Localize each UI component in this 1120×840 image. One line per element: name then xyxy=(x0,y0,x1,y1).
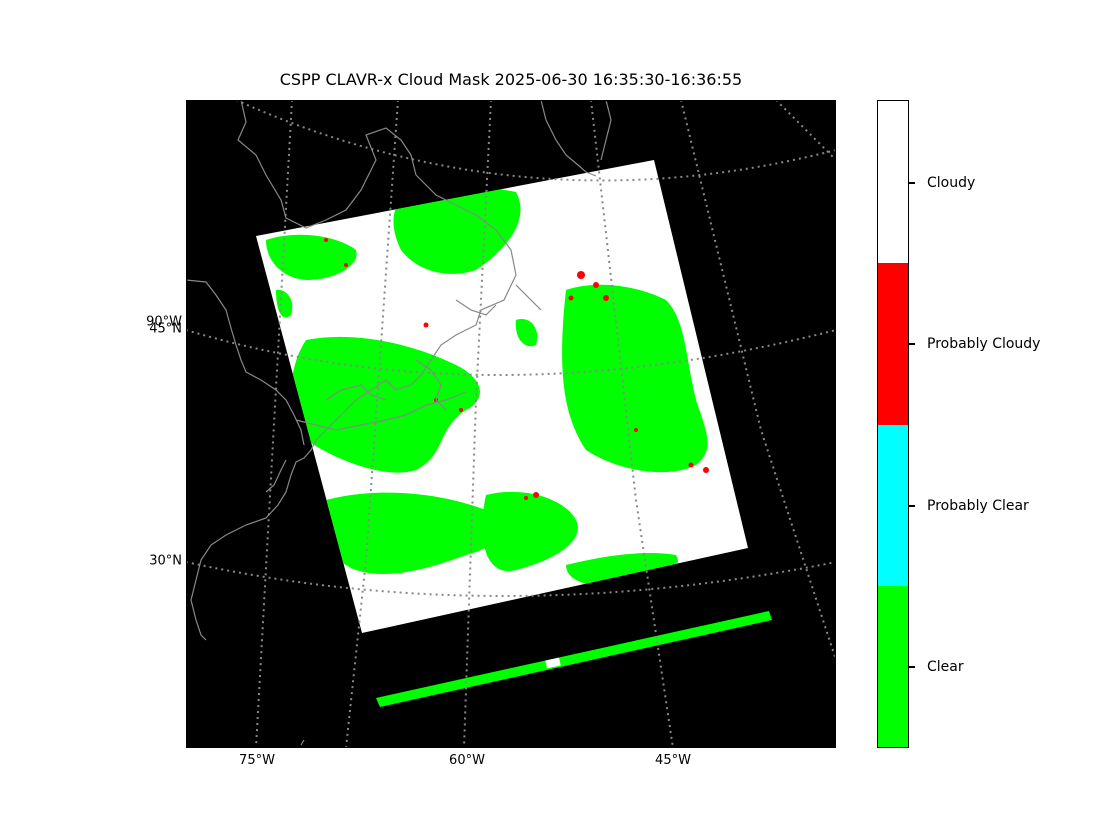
map-canvas xyxy=(186,100,836,748)
colorbar-label-cloudy: Cloudy xyxy=(927,175,976,191)
graticule xyxy=(186,100,836,748)
lon-tick-label: 45°W xyxy=(655,753,691,768)
probably-cloudy-specks xyxy=(314,238,709,500)
colorbar-tick xyxy=(909,666,915,668)
colorbar-label-probably-cloudy: Probably Cloudy xyxy=(927,336,1041,352)
map-border xyxy=(186,100,836,748)
lon-tick-label: 75°W xyxy=(239,753,275,768)
lat-tick-label: 45°N xyxy=(149,321,182,337)
coastlines xyxy=(186,100,612,746)
secondary-swath xyxy=(376,611,772,707)
colorbar-label-clear: Clear xyxy=(927,659,964,675)
colorbar-tick xyxy=(909,182,915,184)
colorbar-segment-probably-cloudy xyxy=(878,263,908,425)
lon-tick-label: 60°W xyxy=(449,753,485,768)
colorbar-segment-clear xyxy=(878,586,908,747)
colorbar-label-probably-clear: Probably Clear xyxy=(927,498,1029,514)
plot-title: CSPP CLAVR-x Cloud Mask 2025-06-30 16:35… xyxy=(279,70,743,89)
lat-tick-label: 90°W xyxy=(146,314,182,330)
colorbar-segment-cloudy xyxy=(878,101,908,263)
map-panel xyxy=(186,100,836,748)
colorbar xyxy=(877,100,915,748)
clear-regions xyxy=(266,188,708,586)
colorbar-segment-probably-clear xyxy=(878,425,908,586)
lat-tick-label: 30°N xyxy=(149,553,182,569)
colorbar-tick xyxy=(909,505,915,507)
colorbar-tick xyxy=(909,343,915,345)
